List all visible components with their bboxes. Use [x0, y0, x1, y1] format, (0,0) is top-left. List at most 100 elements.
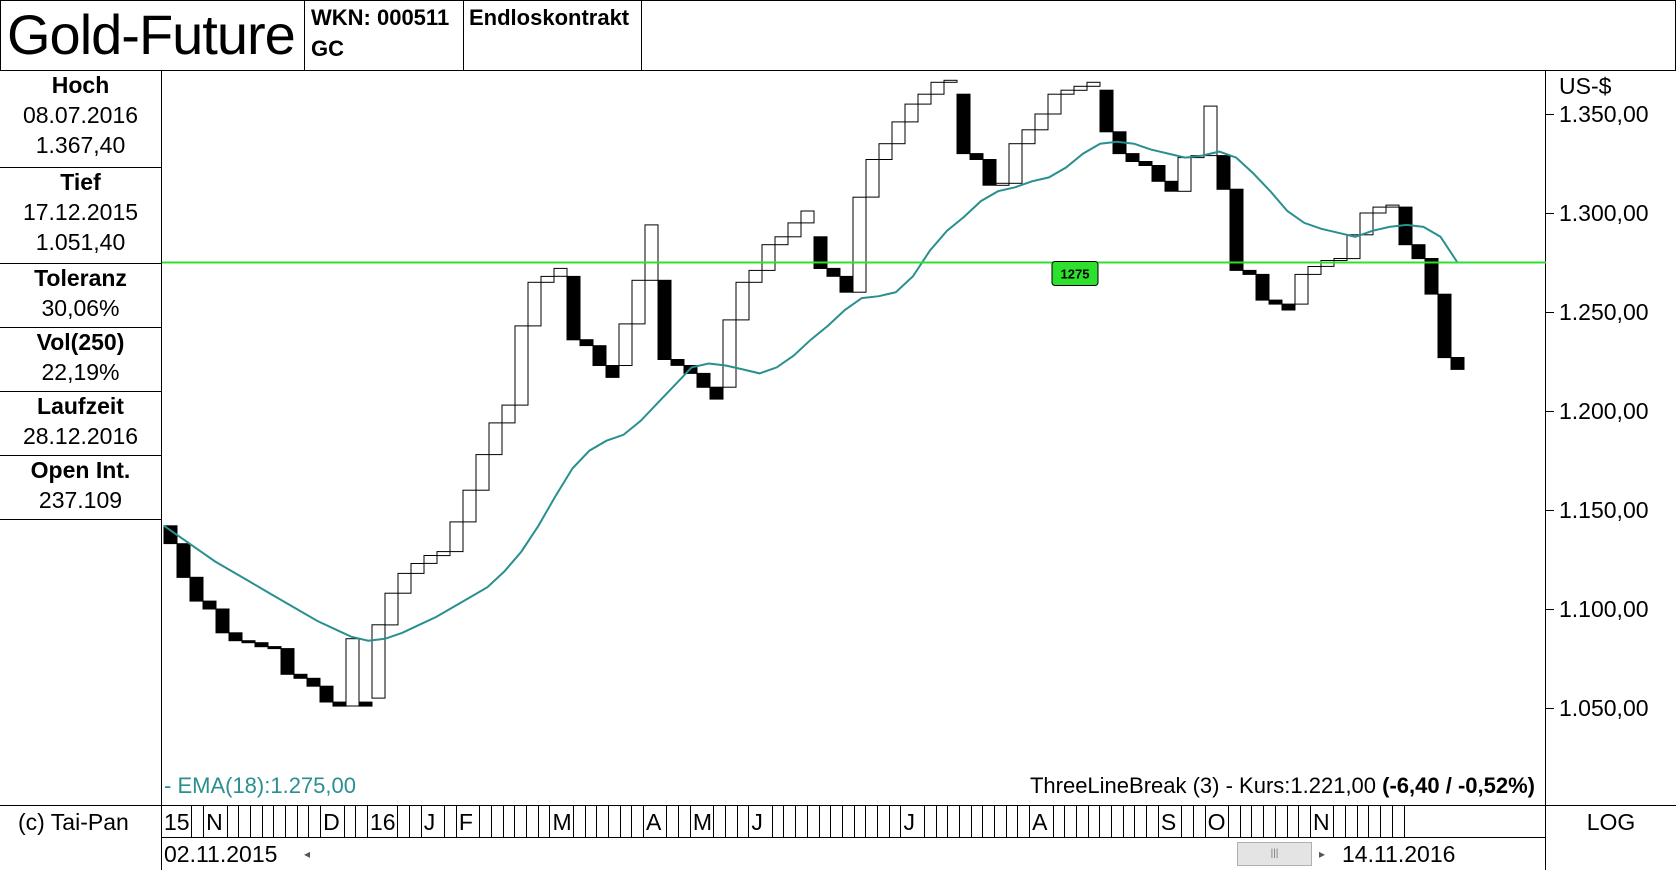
price-chart[interactable]: 1275: [162, 70, 1546, 805]
y-axis: US-$ 1.350,00 1.300,00 1.250,00 1.200,00 1.1…: [1546, 70, 1676, 805]
scroll-thumb[interactable]: |||: [1237, 842, 1312, 866]
week-cell: [597, 806, 609, 838]
stat-value: 17.12.2015: [22, 199, 139, 225]
down-brick: [293, 673, 308, 679]
y-tick-mark: [1546, 609, 1554, 610]
week-cell: [298, 806, 310, 838]
week-cell: [855, 806, 867, 838]
down-brick: [280, 648, 295, 675]
down-brick: [1151, 165, 1166, 182]
month-label: M: [550, 806, 574, 838]
week-cell: [1182, 806, 1194, 838]
week-cell: [726, 806, 738, 838]
down-brick: [1424, 258, 1439, 295]
week-cell: [1112, 806, 1124, 838]
week-cell: [784, 806, 797, 838]
month-label: 15: [162, 806, 193, 838]
month-label: F: [457, 806, 481, 838]
up-brick: [540, 275, 555, 283]
month-label: J: [901, 806, 925, 838]
y-tick-mark: [1546, 411, 1554, 412]
scroll-right-arrow-icon[interactable]: ▸: [1318, 847, 1326, 861]
scroll-left-arrow-icon[interactable]: ◂: [303, 847, 311, 861]
down-brick: [566, 275, 581, 341]
stats-panel: Hoch 08.07.2016 1.367,40 Tief 17.12.2015…: [0, 70, 162, 805]
date-scroll-bar[interactable]: 02.11.2015 ◂ ▸ ||| 14.11.2016: [162, 838, 1546, 870]
week-cell: [820, 806, 832, 838]
down-brick: [982, 159, 997, 186]
down-brick: [202, 600, 217, 610]
wkn-label: WKN: 000511: [311, 5, 450, 30]
up-brick: [449, 521, 464, 553]
footer-left: (c) Tai-Pan: [0, 806, 162, 870]
week-cell: [586, 806, 598, 838]
down-brick: [254, 642, 269, 648]
week-cell: [492, 806, 504, 838]
week-cell: [831, 806, 843, 838]
month-label: S: [1159, 806, 1183, 838]
down-brick: [696, 372, 711, 388]
stat-label: Vol(250): [36, 329, 125, 355]
week-cell: [398, 806, 411, 838]
up-brick: [1346, 234, 1361, 260]
down-brick: [826, 267, 841, 277]
chart-area[interactable]: 1275 - EMA(18):1.275,00 ThreeLineBreak (…: [162, 70, 1546, 805]
week-cell: [1288, 806, 1300, 838]
end-date: 14.11.2016: [1342, 841, 1456, 867]
y-tick-label: 1.300,00: [1559, 200, 1649, 226]
y-tick-mark: [1546, 312, 1554, 313]
down-brick: [1450, 357, 1465, 370]
week-cell: [1252, 806, 1265, 838]
y-tick-label: 1.050,00: [1559, 695, 1649, 721]
y-axis-unit: US-$: [1559, 73, 1612, 99]
week-cell: [1369, 806, 1382, 838]
up-brick: [1047, 93, 1062, 115]
week-cell: [1089, 806, 1101, 838]
up-brick: [852, 196, 867, 293]
week-cell: [1077, 806, 1089, 838]
down-brick: [1242, 269, 1257, 275]
stat-label: Hoch: [51, 72, 110, 98]
log-scale-toggle[interactable]: LOG: [1586, 809, 1636, 835]
y-tick-mark: [1546, 510, 1554, 511]
week-cell: [796, 806, 808, 838]
down-brick: [267, 646, 282, 650]
stat-value: 28.12.2016: [22, 423, 139, 449]
month-label: M: [691, 806, 715, 838]
week-cell: [1264, 806, 1276, 838]
week-cell: [1393, 806, 1405, 838]
up-brick: [865, 159, 880, 198]
month-label: N: [204, 806, 228, 838]
week-cell: [504, 806, 516, 838]
down-brick: [670, 359, 685, 366]
up-brick: [475, 454, 490, 491]
up-brick: [917, 93, 932, 105]
horizontal-line-tag[interactable]: 1275: [1051, 261, 1099, 286]
up-brick: [1203, 105, 1218, 157]
down-brick: [319, 685, 334, 703]
stat-volatility: Vol(250) 22,19%: [0, 327, 161, 392]
stat-label: Tief: [60, 169, 101, 195]
week-cell: [937, 806, 949, 838]
up-brick: [553, 267, 568, 277]
week-cell: [410, 806, 422, 838]
down-brick: [332, 701, 347, 707]
week-cell: [527, 806, 539, 838]
down-brick: [1437, 293, 1452, 359]
week-cell: [1299, 806, 1311, 838]
stat-label: Open Int.: [30, 457, 131, 483]
stat-low: Tief 17.12.2015 1.051,40: [0, 167, 161, 264]
horizontal-line-tag-label: 1275: [1061, 267, 1090, 282]
week-cell: [574, 806, 586, 838]
up-brick: [410, 563, 425, 574]
contract-label: Endloskontrakt: [469, 5, 630, 30]
up-brick: [761, 244, 776, 271]
week-cell: [621, 806, 633, 838]
y-tick-label: 1.200,00: [1559, 398, 1649, 424]
week-cell: [1229, 806, 1241, 838]
week-cell: [228, 806, 240, 838]
week-cell: [960, 806, 972, 838]
down-brick: [1268, 299, 1283, 305]
down-brick: [657, 279, 672, 360]
week-cell: [1194, 806, 1206, 838]
